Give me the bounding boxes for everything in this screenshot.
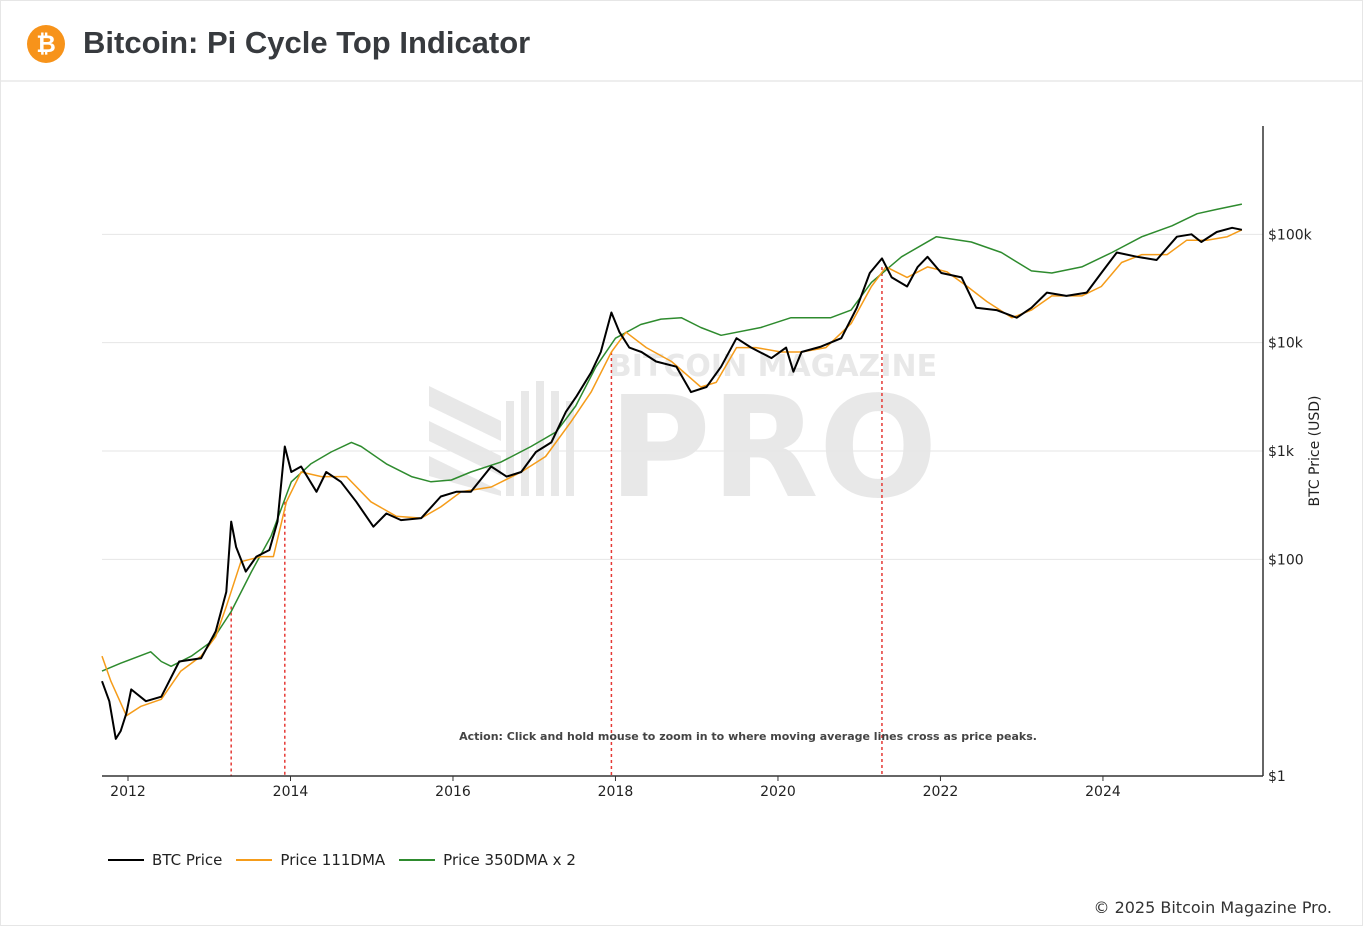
x-tick-label: 2014 [273, 784, 309, 800]
legend-swatch [236, 859, 273, 861]
legend-item-350dma-x2[interactable]: Price 350DMA x 2 [399, 851, 576, 869]
x-tick-label: 2016 [435, 784, 471, 800]
x-tick-label: 2018 [598, 784, 634, 800]
watermark-text: BITCOIN MAGAZINE [609, 349, 937, 384]
header: ₿ Bitcoin: Pi Cycle Top Indicator [1, 1, 1362, 82]
copyright: © 2025 Bitcoin Magazine Pro. [1093, 898, 1332, 917]
legend-swatch [399, 859, 436, 861]
page-title: Bitcoin: Pi Cycle Top Indicator [83, 25, 531, 60]
watermark-logo: BITCOIN MAGAZINE PRO [429, 349, 938, 530]
y-axis-label: BTC Price (USD) [1307, 395, 1323, 506]
legend-label: Price 111DMA [280, 851, 386, 869]
x-tick-label: 2024 [1085, 784, 1121, 800]
legend-item-btc-price[interactable]: BTC Price [108, 851, 222, 869]
watermark-big: PRO [608, 367, 937, 530]
legend-label: Price 350DMA x 2 [443, 851, 576, 869]
legend: BTC Price Price 111DMA Price 350DMA x 2 [108, 851, 576, 869]
chart-annotation: Action: Click and hold mouse to zoom in … [459, 730, 1037, 743]
y-tick-label: $10k [1268, 336, 1304, 352]
series-line-price-111dma[interactable] [101, 229, 1243, 717]
legend-label: BTC Price [152, 851, 223, 869]
y-tick-label: $1 [1268, 769, 1286, 785]
x-tick-label: 2020 [760, 784, 796, 800]
legend-swatch [108, 859, 144, 861]
bitcoin-icon: ₿ [27, 25, 65, 63]
x-tick-label: 2022 [923, 784, 959, 800]
x-tick-label: 2012 [110, 784, 146, 800]
legend-item-111dma[interactable]: Price 111DMA [236, 851, 385, 869]
series-line-btc-price[interactable] [101, 226, 1243, 740]
y-tick-label: $100 [1268, 552, 1304, 568]
series-line-price-350dma-x-2[interactable] [101, 203, 1243, 672]
y-tick-label: $1k [1268, 444, 1295, 460]
y-tick-label: $100k [1268, 227, 1313, 243]
